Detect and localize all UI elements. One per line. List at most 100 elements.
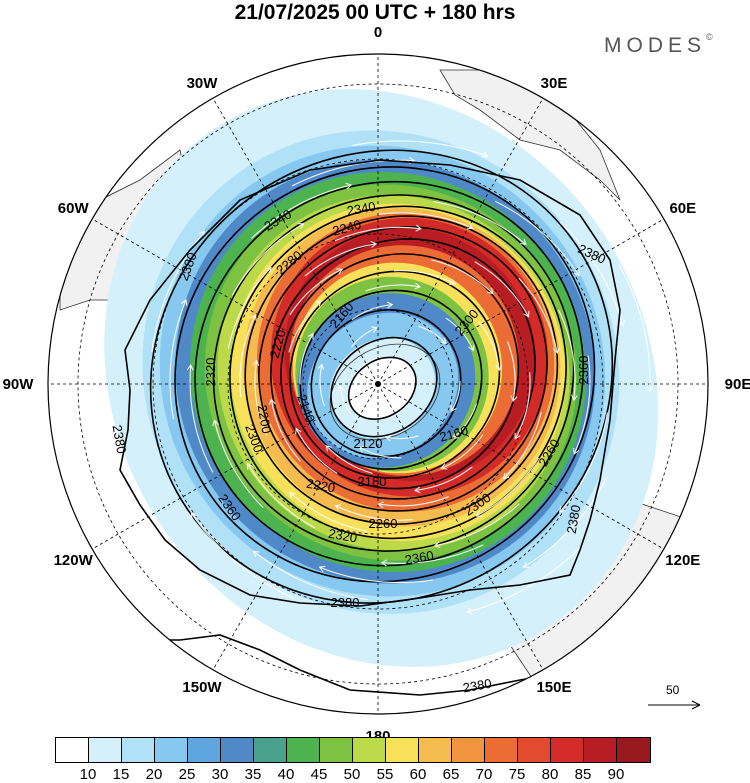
streamline-arrow xyxy=(289,491,296,499)
streamline xyxy=(325,445,373,474)
streamline xyxy=(227,267,272,350)
height-contour xyxy=(258,226,548,512)
streamline-arrow xyxy=(265,266,272,274)
streamline-arrow xyxy=(377,501,385,509)
streamline-arrow xyxy=(317,363,325,371)
height-contour xyxy=(330,336,438,438)
brand-logo: MODES© xyxy=(604,32,713,58)
map-boundary xyxy=(47,53,709,715)
streamline-arrow xyxy=(452,432,459,440)
meridian-line xyxy=(92,218,379,385)
streamline-arrow xyxy=(522,561,530,568)
streamline xyxy=(351,327,378,348)
brand-mark: © xyxy=(706,32,713,42)
streamline-arrow xyxy=(250,313,257,321)
reference-vector-label: 50 xyxy=(666,683,680,697)
streamline xyxy=(523,477,608,568)
streamline-arrow xyxy=(358,446,366,453)
height-contour xyxy=(310,309,462,458)
streamline xyxy=(445,317,474,351)
height-contour xyxy=(212,194,575,552)
streamline xyxy=(434,503,520,547)
streamline xyxy=(432,200,527,245)
streamline xyxy=(189,365,214,473)
streamline xyxy=(381,544,484,564)
streamline xyxy=(452,403,478,439)
streamline xyxy=(339,385,352,416)
streamline xyxy=(289,491,367,532)
height-contour xyxy=(244,215,559,525)
streamline-arrow xyxy=(559,506,566,513)
south-pole-marker xyxy=(375,381,381,387)
streamline-arrow xyxy=(386,301,394,309)
contour-label: 2160 xyxy=(438,423,470,445)
streamline xyxy=(352,140,488,157)
meridian-line xyxy=(377,98,544,385)
meridian-line xyxy=(377,218,664,385)
streamline-arrow xyxy=(520,238,527,246)
streamline xyxy=(573,355,591,455)
colorbar-swatch xyxy=(551,738,584,762)
longitude-label: 60W xyxy=(58,200,90,217)
longitude-label: 90E xyxy=(725,376,750,393)
streamline-arrow xyxy=(370,240,378,248)
colorbar-tick-label: 55 xyxy=(376,766,394,783)
streamline xyxy=(618,264,651,392)
colorbar-tick-label: 35 xyxy=(244,766,262,783)
meridian-line xyxy=(92,383,379,550)
contour-label: 2380 xyxy=(564,504,584,535)
streamline-arrow xyxy=(465,607,473,615)
colorbar-swatch xyxy=(188,738,221,762)
streamline xyxy=(351,304,393,321)
longitude-label: 60E xyxy=(669,200,696,217)
streamline-arrow xyxy=(384,434,392,442)
contour-label: 2380 xyxy=(110,424,130,455)
streamline xyxy=(378,496,449,507)
streamline-arrow xyxy=(495,364,503,372)
streamline xyxy=(418,325,447,344)
streamline-arrow xyxy=(523,310,530,318)
streamline-arrow xyxy=(252,550,260,557)
colorbar-tick-label: 30 xyxy=(211,766,229,783)
streamline xyxy=(151,231,205,352)
contour-label: 2360 xyxy=(404,548,435,568)
streamline xyxy=(231,223,304,296)
streamline xyxy=(365,284,421,292)
streamline xyxy=(441,434,484,469)
streamline-arrow xyxy=(468,344,475,352)
streamline-arrow xyxy=(247,462,254,470)
streamline-arrow xyxy=(433,541,441,549)
streamline-arrow xyxy=(570,394,578,402)
streamline-arrow xyxy=(334,504,342,511)
contour-label: 2220 xyxy=(305,476,336,496)
streamline xyxy=(431,259,494,294)
colorbar-swatch xyxy=(287,738,320,762)
streamline xyxy=(514,372,531,439)
contour-label: 2340 xyxy=(346,199,377,219)
colorbar-tick-label: 50 xyxy=(343,766,361,783)
streamline-arrow xyxy=(190,512,198,520)
streamline xyxy=(213,420,264,509)
streamline-arrow xyxy=(450,405,457,412)
height-contour xyxy=(280,253,520,490)
streamline xyxy=(385,435,419,440)
streamline xyxy=(288,300,322,353)
colorbar-tick-label: 20 xyxy=(145,766,163,783)
colorbar-swatch xyxy=(386,738,419,762)
streamline-arrow xyxy=(475,510,483,517)
geopotential-contours xyxy=(149,149,614,604)
colorbar-swatch xyxy=(518,738,551,762)
contour-label: 2200 xyxy=(255,404,275,435)
streamline-arrow xyxy=(449,278,456,285)
streamline-arrow xyxy=(268,398,276,406)
height-contour xyxy=(299,289,483,470)
colorbar-swatch xyxy=(155,738,188,762)
wind-streamlines xyxy=(151,140,654,615)
colorbar-swatch xyxy=(56,738,89,762)
wind-speed-band xyxy=(348,356,416,421)
contour-label: 2220 xyxy=(267,328,289,360)
streamline xyxy=(169,299,187,420)
